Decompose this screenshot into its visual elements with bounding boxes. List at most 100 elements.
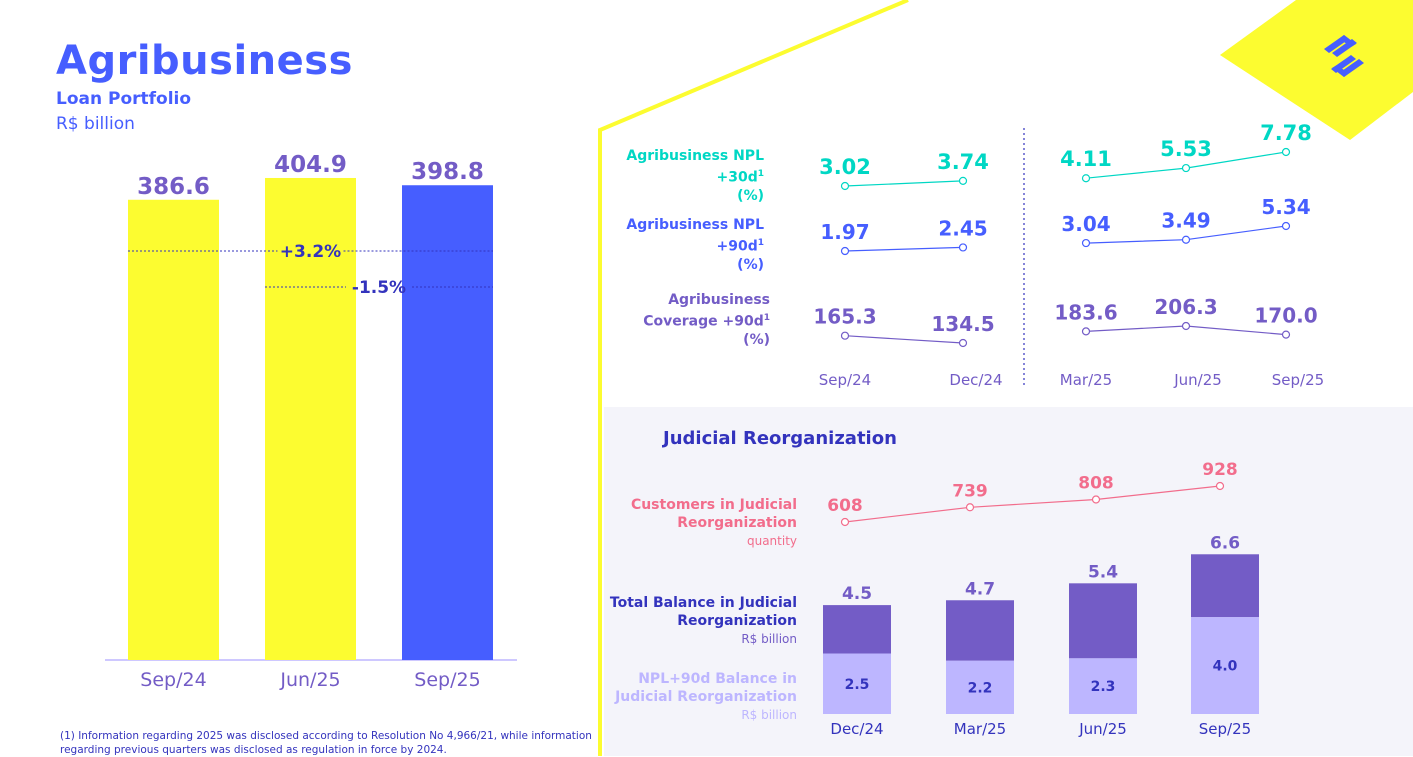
total-balance-bar-1	[946, 600, 1014, 661]
portfolio-category-label-1: Jun/25	[279, 669, 340, 691]
npl-balance-bar-1	[946, 660, 1014, 714]
npl-series-0-value-4: 7.78	[1260, 121, 1312, 145]
npl30-label-sup: 1	[757, 169, 764, 179]
npl-series-2-point-4	[1281, 330, 1291, 339]
customers-value-1: 739	[952, 481, 988, 501]
jr-category-label-1: Mar/25	[954, 720, 1006, 738]
npl90-unit: (%)	[737, 256, 764, 273]
coverage-label: Agribusiness Coverage +90d1 (%)	[600, 291, 770, 349]
npl-balance-bar-0	[823, 653, 891, 714]
customers-point-1	[965, 503, 975, 512]
npl-category-label-2: Mar/25	[1060, 371, 1112, 389]
npl90-label-text: Agribusiness NPL +90d	[626, 217, 764, 255]
portfolio-category-label-2: Sep/25	[414, 669, 480, 691]
coverage-label-sup: 1	[763, 313, 770, 323]
npl-series-1-value-0: 1.97	[820, 220, 869, 244]
growth-annotation-label-1: -1.5%	[352, 278, 406, 298]
portfolio-category-label-0: Sep/24	[140, 669, 206, 691]
npl-balance-value-2: 2.3	[1091, 679, 1116, 695]
npl-series-2-value-0: 165.3	[813, 305, 876, 329]
total-balance-label: Total Balance in Judicial Reorganization…	[600, 594, 797, 648]
npl-series-2-point-1	[958, 338, 968, 348]
npl-series-2-value-2: 183.6	[1054, 300, 1117, 324]
npl-series-2-point-2	[1081, 327, 1091, 336]
portfolio-bar-0	[128, 199, 219, 660]
npl-series-0-point-3	[1181, 163, 1191, 173]
yellow-roof-line	[598, 0, 909, 756]
customers-label: Customers in Judicial Reorganization qua…	[600, 496, 797, 550]
total-balance-value-3: 6.6	[1210, 533, 1240, 553]
portfolio-value-label-1: 404.9	[274, 152, 347, 178]
coverage-unit: (%)	[743, 331, 770, 348]
npl-series-1-line-0	[844, 246, 964, 252]
npl-series-0-value-2: 4.11	[1060, 147, 1112, 171]
portfolio-bar-2	[402, 185, 493, 660]
portfolio-value-label-2: 398.8	[411, 159, 484, 185]
portfolio-value-label-0: 386.6	[137, 174, 210, 200]
npl90-label-sup: 1	[757, 238, 764, 248]
total-balance-value-0: 4.5	[842, 584, 872, 604]
bank-logo-icon	[1324, 35, 1364, 77]
npl-balance-value-0: 2.5	[845, 677, 870, 693]
jr-category-label-2: Jun/25	[1078, 720, 1127, 738]
total-balance-value-1: 4.7	[965, 579, 995, 599]
npl-series-2-value-1: 134.5	[931, 312, 994, 336]
npl-series-0-point-0	[840, 181, 850, 191]
total-balance-sub: R$ billion	[741, 632, 797, 646]
customers-line	[844, 485, 1221, 523]
npl-series-0-value-0: 3.02	[819, 155, 871, 179]
npl-balance-label: NPL+90d Balance in Judicial Reorganizati…	[600, 670, 797, 724]
npl-category-label-1: Dec/24	[949, 371, 1002, 389]
npl-series-1-value-2: 3.04	[1061, 212, 1110, 236]
unit-label: R$ billion	[56, 114, 135, 134]
yellow-corner-shape	[1220, 0, 1413, 140]
npl-series-1-value-3: 3.49	[1161, 209, 1210, 233]
customers-value-2: 808	[1078, 474, 1114, 494]
footnote: (1) Information regarding 2025 was discl…	[60, 730, 592, 756]
total-balance-bar-3	[1191, 554, 1259, 618]
npl-category-label-0: Sep/24	[819, 371, 871, 389]
npl-series-1-point-2	[1081, 238, 1091, 248]
npl-category-label-4: Sep/25	[1272, 371, 1324, 389]
portfolio-bar-1	[265, 177, 356, 660]
npl-series-1-value-1: 2.45	[938, 216, 987, 240]
customers-point-0	[840, 517, 850, 527]
customers-value-0: 608	[827, 496, 863, 516]
npl-balance-bar-2	[1069, 658, 1137, 714]
npl30-label: Agribusiness NPL +30d1 (%)	[600, 147, 764, 205]
total-balance-bar-0	[823, 605, 891, 654]
page-subtitle: Loan Portfolio	[56, 89, 192, 109]
npl-series-0-line-0	[844, 180, 964, 187]
total-balance-value-2: 5.4	[1088, 562, 1118, 582]
npl-balance-value-3: 4.0	[1213, 659, 1238, 675]
npl-balance-sub: R$ billion	[741, 708, 797, 722]
customers-sub: quantity	[746, 534, 797, 548]
page-title: Agribusiness	[56, 38, 353, 84]
npl-series-2-value-4: 170.0	[1254, 304, 1317, 328]
npl-balance-value-1: 2.2	[968, 680, 993, 696]
npl-series-1-point-3	[1181, 235, 1191, 244]
npl-series-2-value-3: 206.3	[1154, 295, 1217, 319]
npl-series-0-point-1	[958, 176, 968, 185]
npl-series-0-point-2	[1081, 174, 1091, 183]
total-balance-label-text: Total Balance in Judicial Reorganization	[609, 595, 797, 629]
npl-series-1-point-0	[840, 246, 850, 256]
growth-annotation-label-0: +3.2%	[280, 242, 341, 262]
npl-series-0-value-1: 3.74	[937, 150, 989, 174]
customers-value-3: 928	[1202, 460, 1238, 480]
customers-point-2	[1091, 495, 1101, 504]
npl-line-chart: 3.02 3.74 4.11 5.53 7.78 1.97 2.45 3.04 3.49 5.34…	[813, 121, 1324, 389]
npl-series-0-point-4	[1281, 147, 1291, 157]
npl-series-2-line-0	[844, 335, 964, 344]
npl30-unit: (%)	[737, 187, 764, 204]
jr-category-label-0: Dec/24	[830, 720, 883, 738]
npl-series-0-value-3: 5.53	[1160, 137, 1212, 161]
npl90-label: Agribusiness NPL +90d1 (%)	[600, 216, 764, 274]
npl-balance-bar-3	[1191, 617, 1259, 714]
judicial-reorganization-title: Judicial Reorganization	[663, 428, 897, 449]
total-balance-bar-2	[1069, 583, 1137, 659]
coverage-label-text: Agribusiness Coverage +90d	[643, 292, 770, 330]
customers-point-3	[1215, 481, 1225, 491]
customers-label-text: Customers in Judicial Reorganization	[630, 497, 797, 531]
